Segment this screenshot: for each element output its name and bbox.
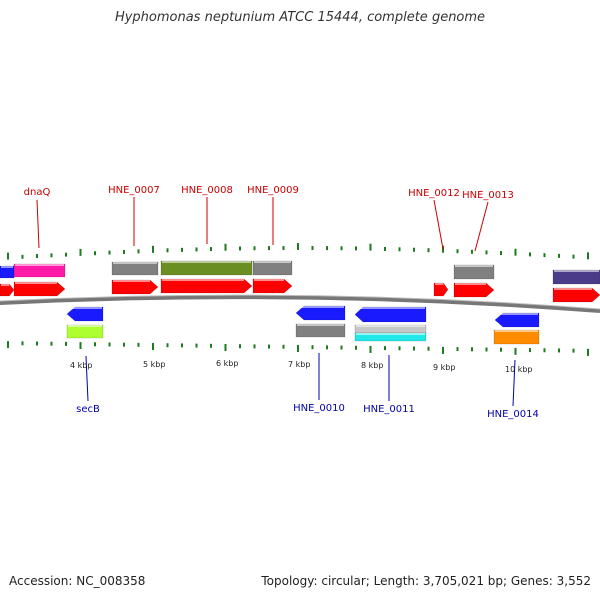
leader-hne-0012 — [433, 199, 444, 250]
scale-label-5kbp: 5 kbp — [143, 360, 165, 369]
gene-label-hne-0014[interactable]: HNE_0014 — [487, 409, 539, 420]
feature-grey-0009 — [252, 260, 293, 276]
genome-backbone — [0, 295, 600, 313]
gene-label-hne-0007[interactable]: HNE_0007 — [108, 185, 160, 196]
gene-arrow-hne-0008 — [160, 278, 253, 294]
feature-orange-0014 — [493, 329, 540, 345]
gene-arrow-dnaq — [13, 281, 66, 297]
gene-label-dnaq[interactable]: dnaQ — [24, 187, 51, 198]
scale-label-8kbp: 8 kbp — [361, 361, 383, 370]
scale-label-10kbp: 10 kbp — [505, 365, 533, 374]
genome-title: Hyphomonas neptunium ATCC 15444, complet… — [114, 10, 486, 25]
gene-arrow-hne-0014 — [494, 312, 540, 328]
feature-grey-0013 — [453, 264, 495, 280]
leader-secb — [85, 355, 89, 402]
gene-arrow-hne-0009 — [252, 278, 293, 294]
label-leaders — [36, 197, 516, 407]
gene-features — [0, 260, 600, 345]
gene-label-secb[interactable]: secB — [76, 404, 100, 415]
gene-arrow-hne-0011 — [354, 306, 427, 323]
leader-dnaq — [36, 199, 40, 249]
tick-marks — [7, 243, 589, 356]
gene-label-hne-0009[interactable]: HNE_0009 — [247, 185, 299, 196]
scale-label-9kbp: 9 kbp — [433, 363, 455, 372]
gene-arrow-hne-0007 — [111, 279, 159, 295]
gene-label-hne-0008[interactable]: HNE_0008 — [181, 185, 233, 196]
scale-label-6kbp: 6 kbp — [216, 359, 238, 368]
gene-label-hne-0013[interactable]: HNE_0013 — [462, 190, 514, 201]
gene-arrow-hne-0010 — [295, 305, 346, 321]
accession-text: Accession: NC_008358 — [9, 574, 146, 588]
feature-olive-0008 — [160, 260, 253, 276]
topology-text: Topology: circular; Length: 3,705,021 bp… — [261, 574, 591, 588]
gene-arrow-secb — [66, 306, 104, 322]
gene-label-hne-0012[interactable]: HNE_0012 — [408, 188, 460, 199]
gene-arrow-hne-0013 — [453, 282, 495, 298]
gene-label-hne-0011[interactable]: HNE_0011 — [363, 404, 415, 415]
leader-hne-0013 — [474, 201, 489, 252]
scale-label-4kbp: 4 kbp — [70, 361, 92, 370]
gene-arrow-edge-right — [552, 287, 600, 303]
gene-label-hne-0010[interactable]: HNE_0010 — [293, 403, 345, 414]
feature-slate-edge — [552, 269, 600, 285]
scale-label-7kbp: 7 kbp — [288, 360, 310, 369]
leader-hne-0014 — [512, 359, 516, 407]
